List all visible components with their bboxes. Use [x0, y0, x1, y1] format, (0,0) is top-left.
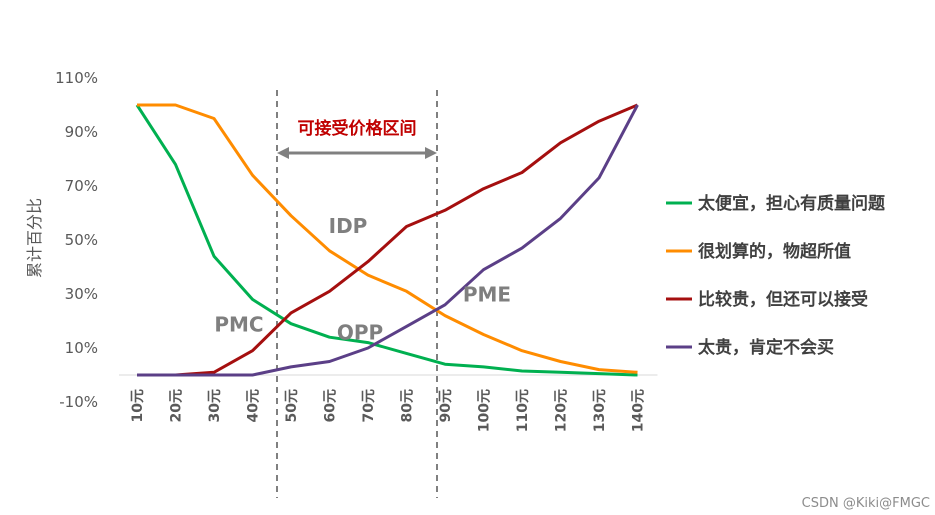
x-tick-label: 140元 — [631, 389, 647, 432]
x-tick-label: 40元 — [246, 389, 262, 422]
range-arrow-head-right — [425, 147, 437, 159]
legend-label: 太便宜，担心有质量问题 — [698, 193, 886, 214]
range-arrow — [277, 147, 437, 159]
x-tick-label: 120元 — [554, 389, 570, 432]
x-tick-label: 110元 — [515, 389, 531, 432]
x-tick-label: 130元 — [592, 389, 608, 432]
x-tick-label: 70元 — [361, 389, 377, 422]
y-tick-label: 90% — [65, 123, 98, 141]
annotation-label: IDP — [329, 214, 368, 238]
series-line — [137, 103, 639, 377]
series-line — [137, 103, 638, 374]
watermark: CSDN @Kiki@FMGC — [802, 496, 930, 511]
x-tick-label: 80元 — [400, 389, 416, 422]
range-arrow-head-left — [277, 147, 289, 159]
x-axis-ticks: 10元 20元 30元 40元 50元 60元 70元 80元 90元 100元 110元 120元 1… — [130, 389, 647, 432]
range-boundary-lines — [276, 90, 438, 498]
y-tick-label: 30% — [65, 285, 98, 303]
y-tick-label: 10% — [65, 339, 98, 357]
x-tick-label: 20元 — [169, 389, 185, 422]
x-tick-label: 100元 — [477, 389, 493, 432]
annotation-label: PME — [463, 283, 511, 307]
annotation-label: OPP — [337, 320, 383, 344]
legend-label: 很划算的，物超所值 — [698, 241, 851, 262]
x-tick-label: 30元 — [207, 389, 223, 422]
range-label: 可接受价格区间 — [298, 118, 417, 139]
intersection-annotations: PMC IDP OPP PME — [214, 214, 511, 344]
x-tick-label: 90元 — [438, 389, 454, 422]
y-tick-label: -10% — [59, 393, 98, 411]
x-tick-label: 60元 — [323, 389, 339, 422]
y-tick-label: 70% — [65, 177, 98, 195]
legend-label: 太贵，肯定不会买 — [698, 337, 834, 358]
y-axis-label: 累计百分比 — [25, 198, 44, 278]
x-tick-label: 10元 — [130, 389, 146, 422]
annotation-label: PMC — [214, 313, 263, 337]
legend-label: 比较贵，但还可以接受 — [698, 289, 868, 310]
y-tick-label: 110% — [55, 69, 98, 87]
y-axis-ticks: -10% 10% 30% 50% 70% 90% 110% — [55, 69, 98, 411]
series-lines — [135, 103, 639, 377]
y-tick-label: 50% — [65, 231, 98, 249]
x-tick-label: 50元 — [284, 389, 300, 422]
series-line — [137, 104, 639, 377]
series-line — [135, 104, 638, 377]
